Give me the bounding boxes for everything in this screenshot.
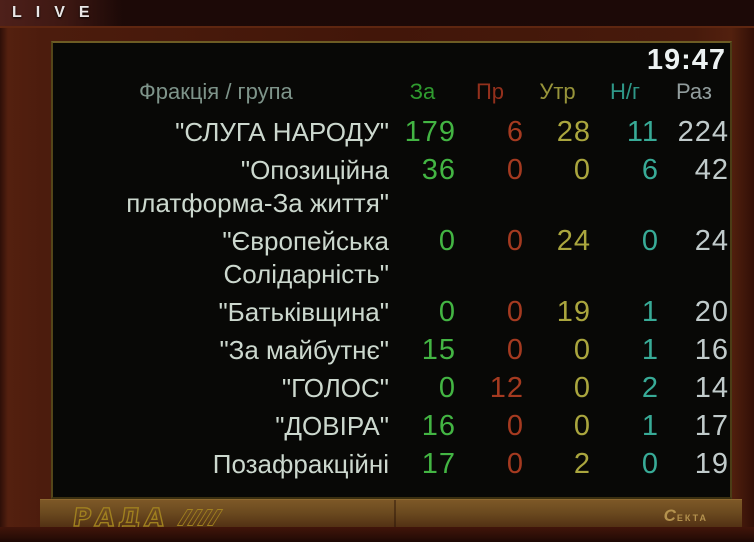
votes-total: 24 — [694, 225, 729, 257]
faction-name-line: платформа-За життя" — [126, 188, 389, 218]
votes-abstain: 24 — [556, 225, 591, 257]
faction-name: "Опозиційна платформа-За життя" — [53, 154, 389, 220]
faction-name-line: "Опозиційна — [240, 155, 389, 185]
votes-abstain: 0 — [573, 410, 591, 442]
faction-name-line: "ДОВІРА" — [275, 411, 389, 441]
screen-bottom-ledge: РАДА CЕКТА — [40, 499, 742, 533]
table-row: "За майбутнє" 15 0 0 1 16 — [53, 334, 730, 367]
faction-name-line: "Батьківщина" — [218, 297, 389, 327]
votes-notvoting: 6 — [641, 154, 659, 186]
votes-for: 16 — [421, 410, 456, 442]
votes-against: 0 — [506, 334, 524, 366]
column-header-pr: Пр — [475, 79, 505, 104]
ledge-seam — [394, 500, 396, 528]
faction-name-line: Солідарність" — [223, 259, 389, 289]
table-row: Позафракційні 17 0 2 0 19 — [53, 448, 730, 481]
votes-against: 0 — [506, 448, 524, 480]
votes-notvoting: 2 — [641, 372, 659, 404]
votes-against: 12 — [489, 372, 524, 404]
votes-for: 179 — [404, 116, 456, 148]
faction-name: "За майбутнє" — [53, 334, 389, 367]
table-row: "Європейська Солідарність" 0 0 24 0 24 — [53, 225, 730, 291]
votes-notvoting: 1 — [641, 296, 659, 328]
votes-total: 19 — [694, 448, 729, 480]
faction-name-line: "Європейська — [222, 226, 389, 256]
votes-abstain: 0 — [573, 372, 591, 404]
tv-frame: 19:47 Фракція / група За Пр Утр Н/г Раз … — [0, 26, 754, 542]
faction-name: "Батьківщина" — [53, 296, 389, 329]
votes-total: 17 — [694, 410, 729, 442]
table-row: "ДОВІРА" 16 0 0 1 17 — [53, 410, 730, 443]
sekta-logo: CЕКТА — [664, 506, 708, 526]
faction-name-line: Позафракційні — [212, 449, 389, 479]
sekta-logo-initial: C — [663, 506, 677, 525]
sekta-logo-text: ЕКТА — [676, 513, 708, 523]
faction-name-line: "За майбутнє" — [219, 335, 389, 365]
faction-name: Позафракційні — [53, 448, 389, 481]
votes-for: 17 — [421, 448, 456, 480]
clock: 19:47 — [646, 44, 726, 76]
column-header-raz: Раз — [675, 79, 713, 104]
votes-against: 6 — [506, 116, 524, 148]
votes-abstain: 0 — [573, 154, 591, 186]
votes-for: 36 — [421, 154, 456, 186]
table-row: "СЛУГА НАРОДУ" 179 6 28 11 224 — [53, 116, 730, 149]
votes-notvoting: 1 — [641, 410, 659, 442]
table-row: "Опозиційна платформа-За життя" 36 0 0 6… — [53, 154, 730, 220]
faction-name: "Європейська Солідарність" — [53, 225, 389, 291]
votes-total: 20 — [694, 296, 729, 328]
column-header-faction: Фракція / група — [139, 79, 293, 104]
votes-against: 0 — [506, 154, 524, 186]
faction-name-line: "ГОЛОС" — [281, 373, 389, 403]
faction-name: "ДОВІРА" — [53, 410, 389, 443]
faction-name: "ГОЛОС" — [53, 372, 389, 405]
votes-for: 0 — [438, 296, 456, 328]
votes-notvoting: 11 — [626, 116, 659, 148]
votes-total: 224 — [677, 116, 729, 148]
votes-against: 0 — [506, 296, 524, 328]
column-header-za: За — [409, 79, 436, 104]
votes-against: 0 — [506, 410, 524, 442]
votes-total: 14 — [694, 372, 729, 404]
votes-for: 15 — [421, 334, 456, 366]
votes-abstain: 0 — [573, 334, 591, 366]
faction-name-line: "СЛУГА НАРОДУ" — [175, 117, 389, 147]
column-header-utr: Утр — [539, 79, 576, 104]
votes-notvoting: 1 — [641, 334, 659, 366]
rada-logo-bars-icon — [176, 509, 224, 526]
votes-notvoting: 0 — [641, 448, 659, 480]
table-header-row: Фракція / група За Пр Утр Н/г Раз — [53, 79, 730, 105]
votes-notvoting: 0 — [641, 225, 659, 257]
frame-bottom-edge — [0, 527, 754, 542]
live-badge: LIVE — [0, 0, 122, 26]
votes-abstain: 28 — [556, 116, 591, 148]
faction-name: "СЛУГА НАРОДУ" — [53, 116, 389, 149]
table-row: "ГОЛОС" 0 12 0 2 14 — [53, 372, 730, 405]
voting-board-screen: 19:47 Фракція / група За Пр Утр Н/г Раз … — [51, 41, 732, 499]
table-body: "СЛУГА НАРОДУ" 179 6 28 11 224 "Опозицій… — [53, 116, 730, 486]
votes-total: 16 — [694, 334, 729, 366]
table-row: "Батьківщина" 0 0 19 1 20 — [53, 296, 730, 329]
votes-abstain: 2 — [573, 448, 591, 480]
votes-total: 42 — [694, 154, 729, 186]
column-header-ng: Н/г — [609, 79, 641, 104]
votes-against: 0 — [506, 225, 524, 257]
votes-for: 0 — [438, 225, 456, 257]
votes-abstain: 19 — [556, 296, 591, 328]
votes-for: 0 — [438, 372, 456, 404]
